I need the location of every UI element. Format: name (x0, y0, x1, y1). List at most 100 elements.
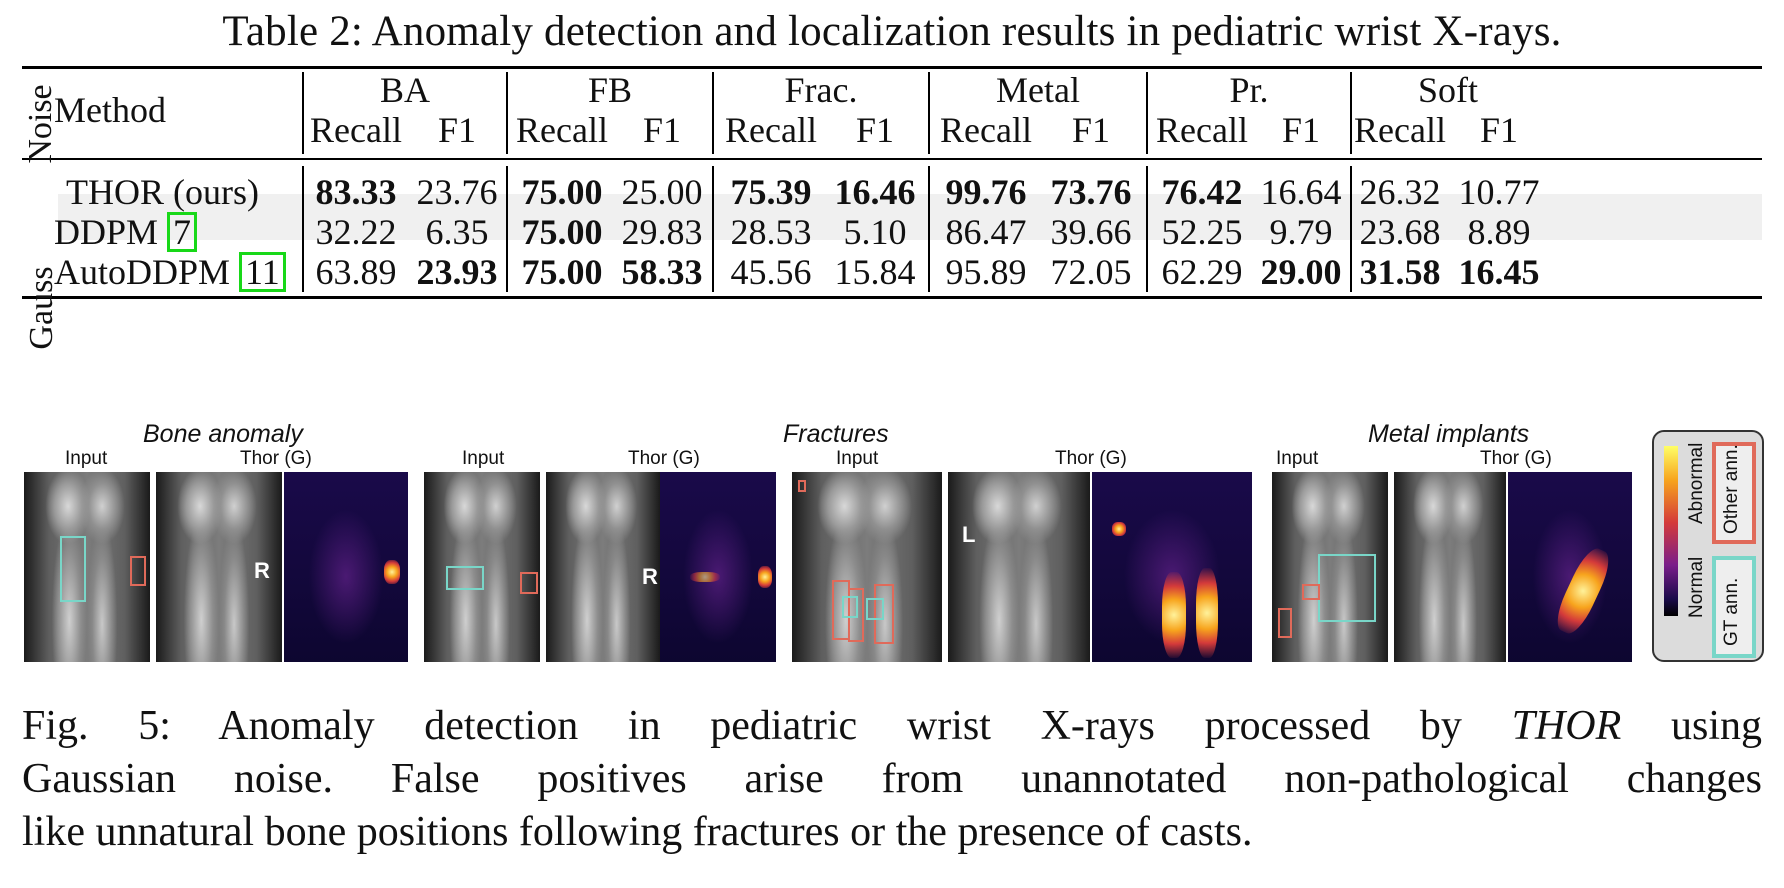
section-title: Metal implants (1368, 420, 1530, 448)
column-label: Thor (G) (1480, 448, 1552, 469)
legend-abnormal: Abnormal (1686, 442, 1707, 524)
col-sep (1350, 72, 1352, 154)
value-cell: 16.64 (1260, 172, 1342, 212)
caption-line: like unnatural bone positions following … (22, 809, 1253, 855)
citation-link[interactable]: 11 (239, 252, 286, 292)
sub-header: F1 (855, 110, 895, 150)
group-header: FB (587, 70, 633, 110)
value-cell: 16.45 (1458, 252, 1540, 292)
side-marker: R (254, 558, 270, 583)
xray-reconstruction-image: R (156, 472, 282, 662)
value-cell: 10.77 (1458, 172, 1540, 212)
sub-header: F1 (437, 110, 477, 150)
value-cell: 25.00 (621, 172, 703, 212)
col-sep (928, 166, 930, 292)
sub-header: F1 (1479, 110, 1519, 150)
column-label: Input (836, 448, 879, 469)
value-cell: 6.35 (425, 212, 489, 252)
method-header: Method (54, 90, 166, 130)
column-label: Thor (G) (1055, 448, 1127, 469)
method-name: AutoDDPM (54, 252, 240, 292)
results-table: Noise Method BA FB Frac. Metal Pr. Soft … (22, 66, 1762, 350)
value-cell: 8.89 (1467, 212, 1531, 252)
value-cell: 29.83 (621, 212, 703, 252)
method-name: THOR (ours) (66, 172, 259, 212)
figure-panel: Bone anomaly Fractures Metal implants In… (0, 420, 1784, 670)
caption-line: Gaussian noise. False positives arise fr… (22, 756, 1762, 802)
value-cell: 23.76 (416, 172, 498, 212)
col-sep (712, 166, 714, 292)
col-sep (1350, 166, 1352, 292)
sub-header: Recall (940, 110, 1032, 150)
anomaly-map-image (1508, 472, 1632, 662)
column-label: Input (65, 448, 108, 469)
xray-reconstruction-image: L (948, 472, 1090, 662)
sub-header: F1 (1281, 110, 1321, 150)
figure-legend: Abnormal Normal Other ann. GT ann. (1652, 430, 1764, 662)
sub-header: Recall (1156, 110, 1248, 150)
value-cell: 28.53 (730, 212, 812, 252)
section-title: Bone anomaly (143, 420, 303, 448)
value-cell: 75.39 (730, 172, 812, 212)
section-title: Fractures (783, 420, 889, 448)
group-header: Soft (1417, 70, 1479, 110)
sub-header: Recall (516, 110, 608, 150)
legend-gt-ann: GT ann. (1721, 577, 1742, 646)
xray-input-image (424, 472, 540, 662)
value-cell: 75.00 (521, 252, 603, 292)
side-marker: L (962, 522, 976, 547)
value-cell: 75.00 (521, 212, 603, 252)
group-header: BA (379, 70, 431, 110)
value-cell: 83.33 (315, 172, 397, 212)
value-cell: 72.05 (1050, 252, 1132, 292)
value-cell: 31.58 (1359, 252, 1441, 292)
citation-link[interactable]: 7 (167, 212, 198, 252)
top-rule (22, 66, 1762, 69)
value-cell: 39.66 (1050, 212, 1132, 252)
col-sep (1146, 72, 1148, 154)
method-name: DDPM (54, 212, 168, 252)
bottom-rule (22, 296, 1762, 299)
column-label: Input (1276, 448, 1319, 469)
value-cell: 5.10 (843, 212, 907, 252)
value-cell: 32.22 (315, 212, 397, 252)
method-cell: THOR (ours) (66, 170, 259, 214)
col-sep (928, 72, 930, 154)
xray-input-image (1272, 472, 1388, 662)
group-header: Frac. (784, 70, 858, 110)
group-header: Metal (996, 70, 1080, 110)
sub-header: Recall (1354, 110, 1446, 150)
value-cell: 15.84 (834, 252, 916, 292)
value-cell: 23.68 (1359, 212, 1441, 252)
anomaly-map-image (1092, 472, 1252, 662)
value-cell: 62.29 (1161, 252, 1243, 292)
value-cell: 58.33 (621, 252, 703, 292)
caption-line: Fig. 5: Anomaly detection in pediatric w… (22, 703, 1762, 749)
xray-reconstruction-image: R (546, 472, 660, 662)
sub-header: F1 (642, 110, 682, 150)
method-cell: AutoDDPM 11 (54, 250, 286, 294)
value-cell: 86.47 (945, 212, 1027, 252)
sub-header: F1 (1071, 110, 1111, 150)
side-marker: R (642, 564, 658, 589)
caption-method-name: THOR (1511, 703, 1622, 749)
highlight-row-bg (58, 194, 1762, 240)
column-label: Thor (G) (628, 448, 700, 469)
xray-reconstruction-image (1394, 472, 1506, 662)
mid-rule (22, 158, 1762, 160)
sub-header: Recall (725, 110, 817, 150)
anomaly-map-image (284, 472, 408, 662)
column-label: Input (462, 448, 505, 469)
value-cell: 99.76 (945, 172, 1027, 212)
col-sep (506, 166, 508, 292)
value-cell: 73.76 (1050, 172, 1132, 212)
value-cell: 23.93 (416, 252, 498, 292)
method-cell: DDPM 7 (54, 210, 198, 254)
value-cell: 52.25 (1161, 212, 1243, 252)
value-cell: 26.32 (1359, 172, 1441, 212)
col-sep (302, 72, 304, 154)
value-cell: 45.56 (730, 252, 812, 292)
col-sep (712, 72, 714, 154)
value-cell: 29.00 (1260, 252, 1342, 292)
col-sep (506, 72, 508, 154)
